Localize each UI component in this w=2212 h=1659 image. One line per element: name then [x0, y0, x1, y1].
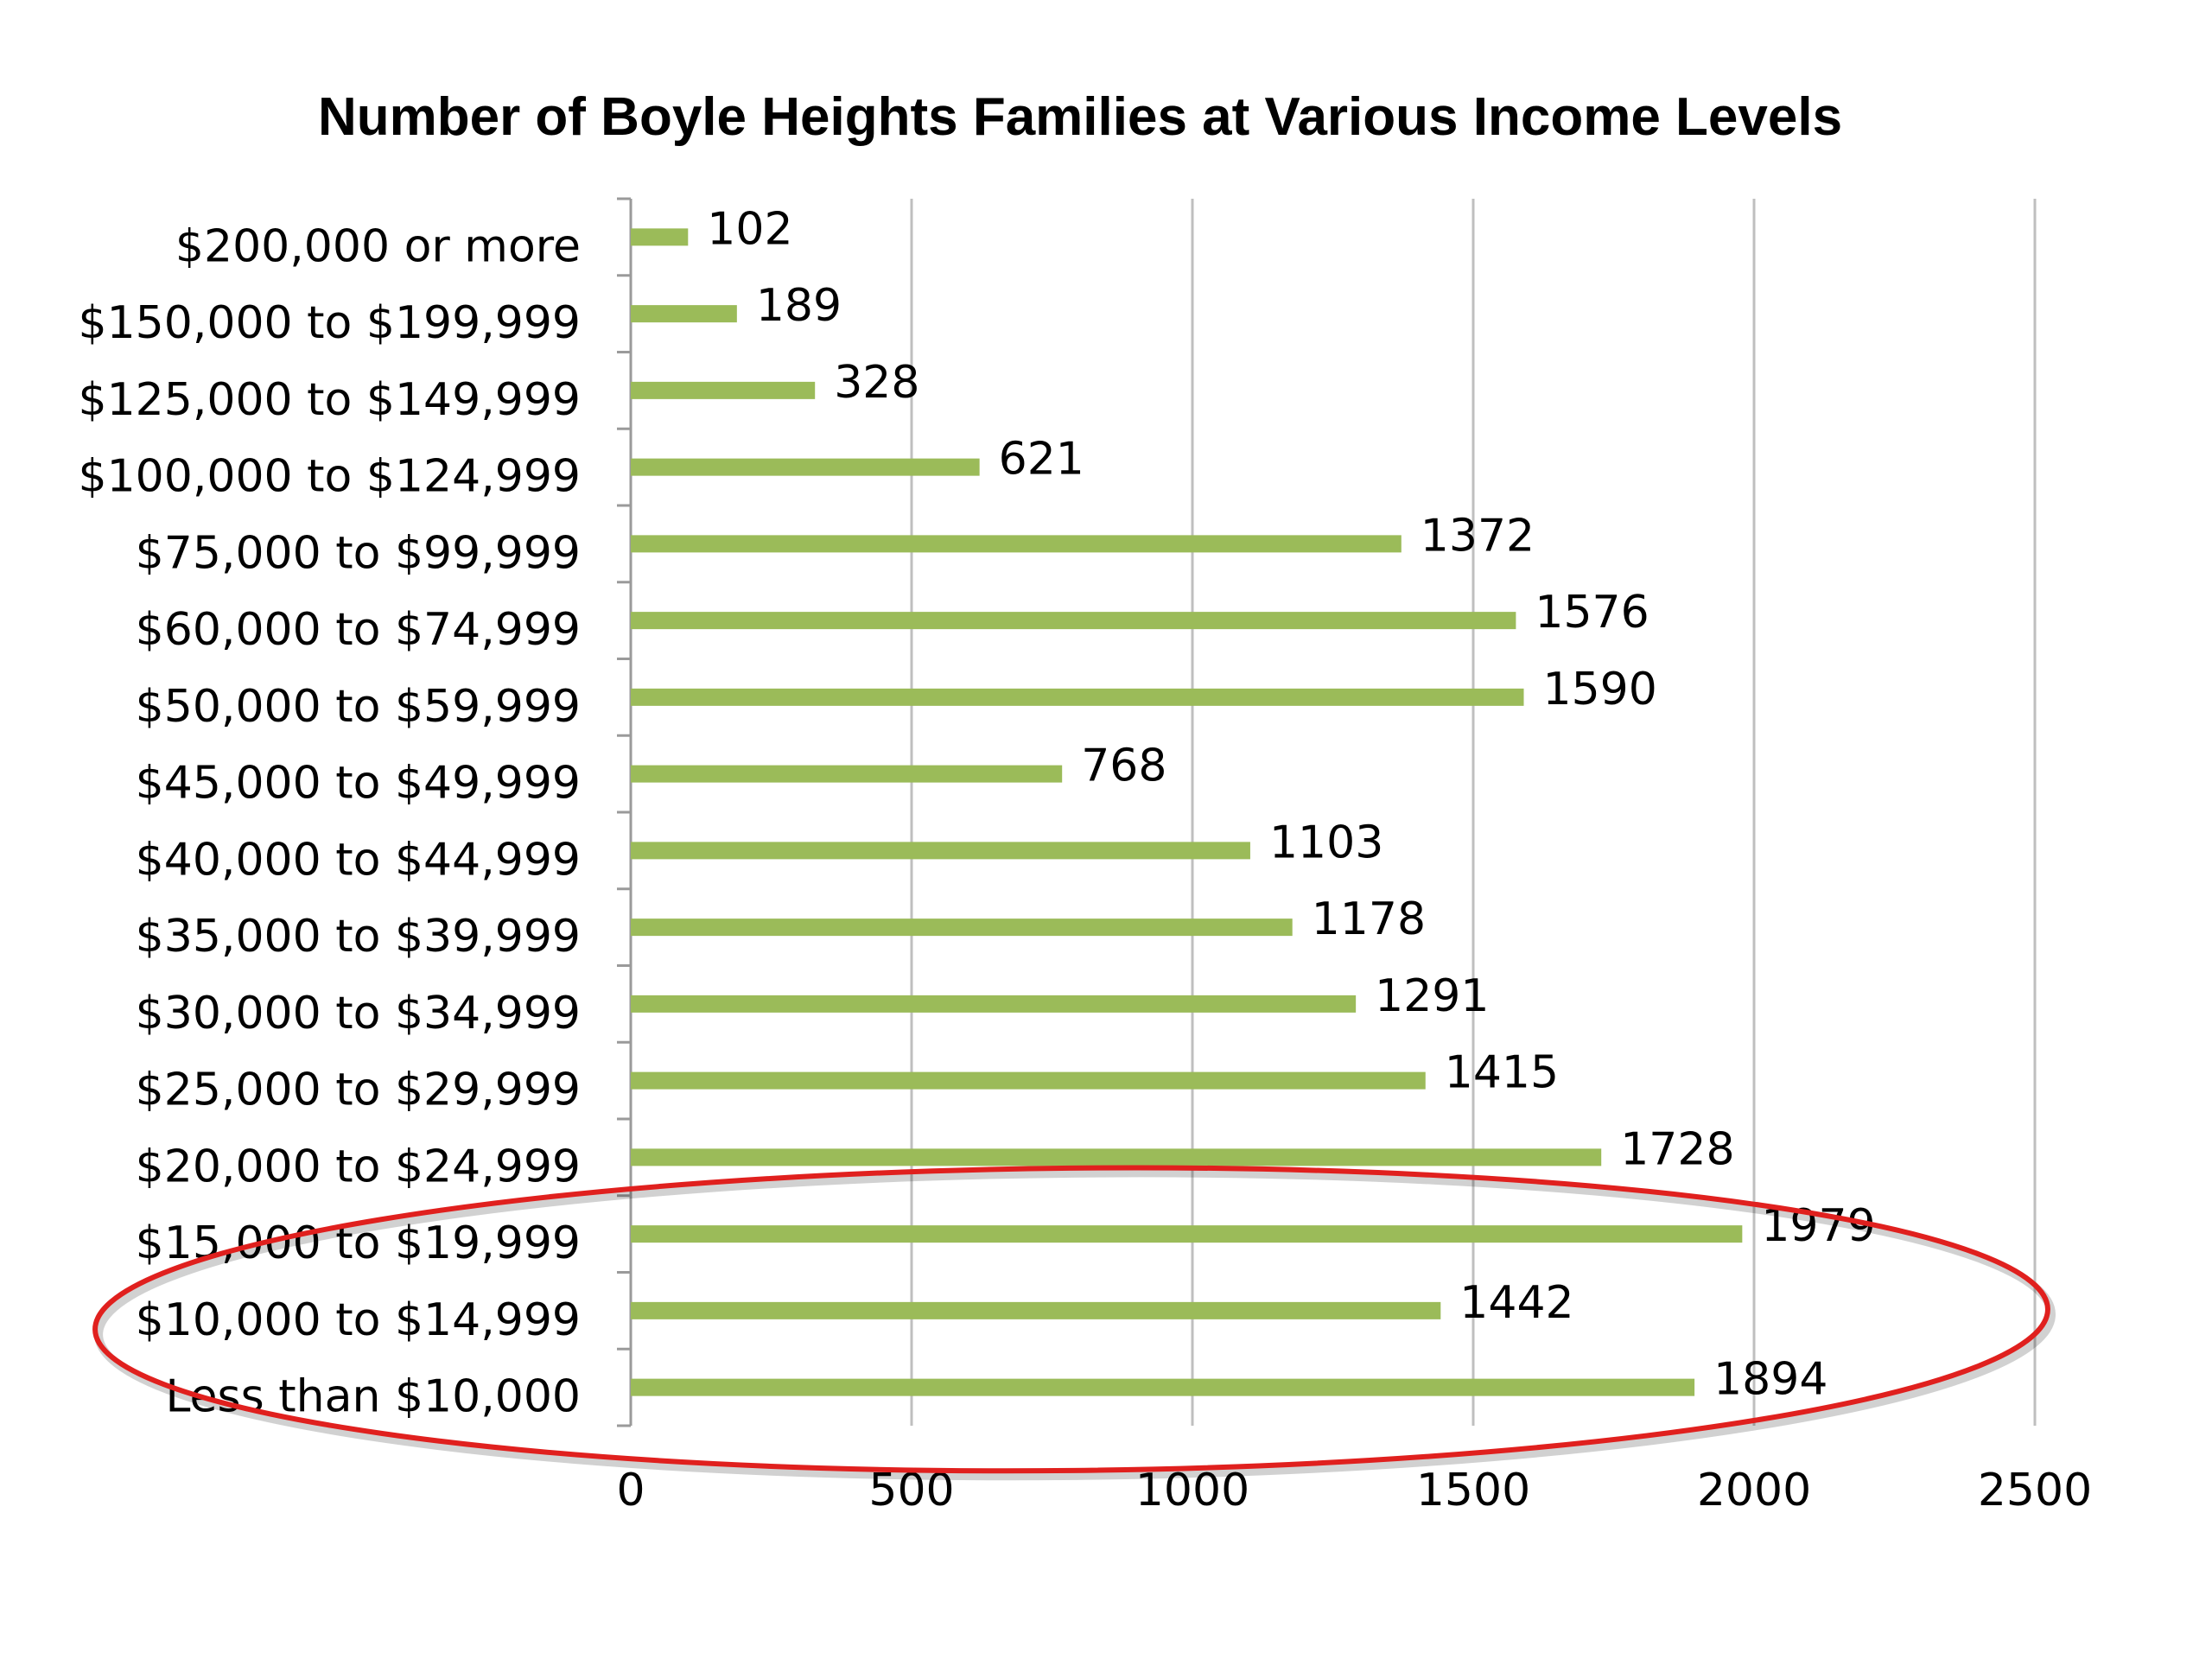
data-label: 1178 — [1312, 893, 1426, 945]
highlight-ellipse-shadow — [94, 1168, 2056, 1481]
bar — [631, 305, 737, 323]
data-label: 621 — [999, 434, 1084, 486]
category-label: $35,000 to $39,999 — [136, 911, 581, 963]
data-label: 1894 — [1713, 1354, 1827, 1406]
data-label: 1590 — [1543, 664, 1657, 715]
x-tick-label: 500 — [868, 1465, 954, 1516]
grid-layer — [910, 199, 2037, 1426]
x-tick-label: 1500 — [1416, 1465, 1530, 1516]
category-label: $200,000 or more — [175, 220, 581, 272]
data-label: 102 — [707, 203, 792, 255]
category-label: $50,000 to $59,999 — [136, 681, 581, 733]
category-label: $10,000 to $14,999 — [136, 1294, 581, 1346]
bar — [631, 228, 689, 246]
label-layer: 0 500 1000 1500 2000 2500 Less than $10,000 189… — [79, 203, 2093, 1516]
bar — [631, 381, 816, 399]
bar — [631, 1225, 1743, 1243]
category-label: $100,000 to $124,999 — [79, 451, 582, 503]
category-label: Less than $10,000 — [166, 1371, 582, 1423]
bar — [631, 842, 1250, 860]
category-label: $75,000 to $99,999 — [136, 527, 581, 579]
bar — [631, 1071, 1426, 1090]
bar — [631, 1378, 1695, 1396]
data-label: 1442 — [1459, 1277, 1573, 1329]
bar — [631, 612, 1516, 630]
data-label: 1576 — [1535, 587, 1649, 639]
data-label: 1103 — [1269, 817, 1383, 868]
bar — [631, 688, 1524, 706]
chart-title: Number of Boyle Heights Families at Vari… — [317, 87, 1843, 147]
data-label: 1291 — [1375, 970, 1489, 1022]
bar — [631, 765, 1063, 783]
bar — [631, 458, 980, 476]
data-label: 1728 — [1620, 1123, 1734, 1175]
bar — [631, 1148, 1602, 1166]
bar — [631, 918, 1293, 937]
bar — [631, 1301, 1441, 1319]
category-label: $30,000 to $34,999 — [136, 988, 581, 1039]
category-label: $25,000 to $29,999 — [136, 1065, 581, 1116]
x-tick-label: 0 — [616, 1465, 645, 1516]
data-label: 768 — [1081, 741, 1166, 792]
data-label: 1372 — [1421, 510, 1535, 562]
category-label: $150,000 to $199,999 — [79, 297, 582, 349]
category-label: $40,000 to $44,999 — [136, 834, 581, 886]
axis-layer — [617, 197, 632, 1427]
highlight-ellipse — [92, 1165, 2050, 1474]
data-label: 189 — [756, 280, 842, 332]
x-tick-label: 2000 — [1697, 1465, 1811, 1516]
data-label: 1415 — [1445, 1047, 1559, 1099]
category-label: $125,000 to $149,999 — [79, 374, 582, 426]
bar-layer — [631, 228, 1743, 1396]
data-label: 328 — [834, 357, 919, 409]
bar — [631, 995, 1357, 1013]
x-tick-label: 2500 — [1978, 1465, 2092, 1516]
category-label: $20,000 to $24,999 — [136, 1141, 581, 1192]
annotation-layer — [92, 1165, 2056, 1481]
category-label: $60,000 to $74,999 — [136, 604, 581, 656]
category-label: $15,000 to $19,999 — [136, 1217, 581, 1269]
x-tick-label: 1000 — [1135, 1465, 1249, 1516]
category-label: $45,000 to $49,999 — [136, 758, 581, 810]
bar — [631, 535, 1402, 553]
